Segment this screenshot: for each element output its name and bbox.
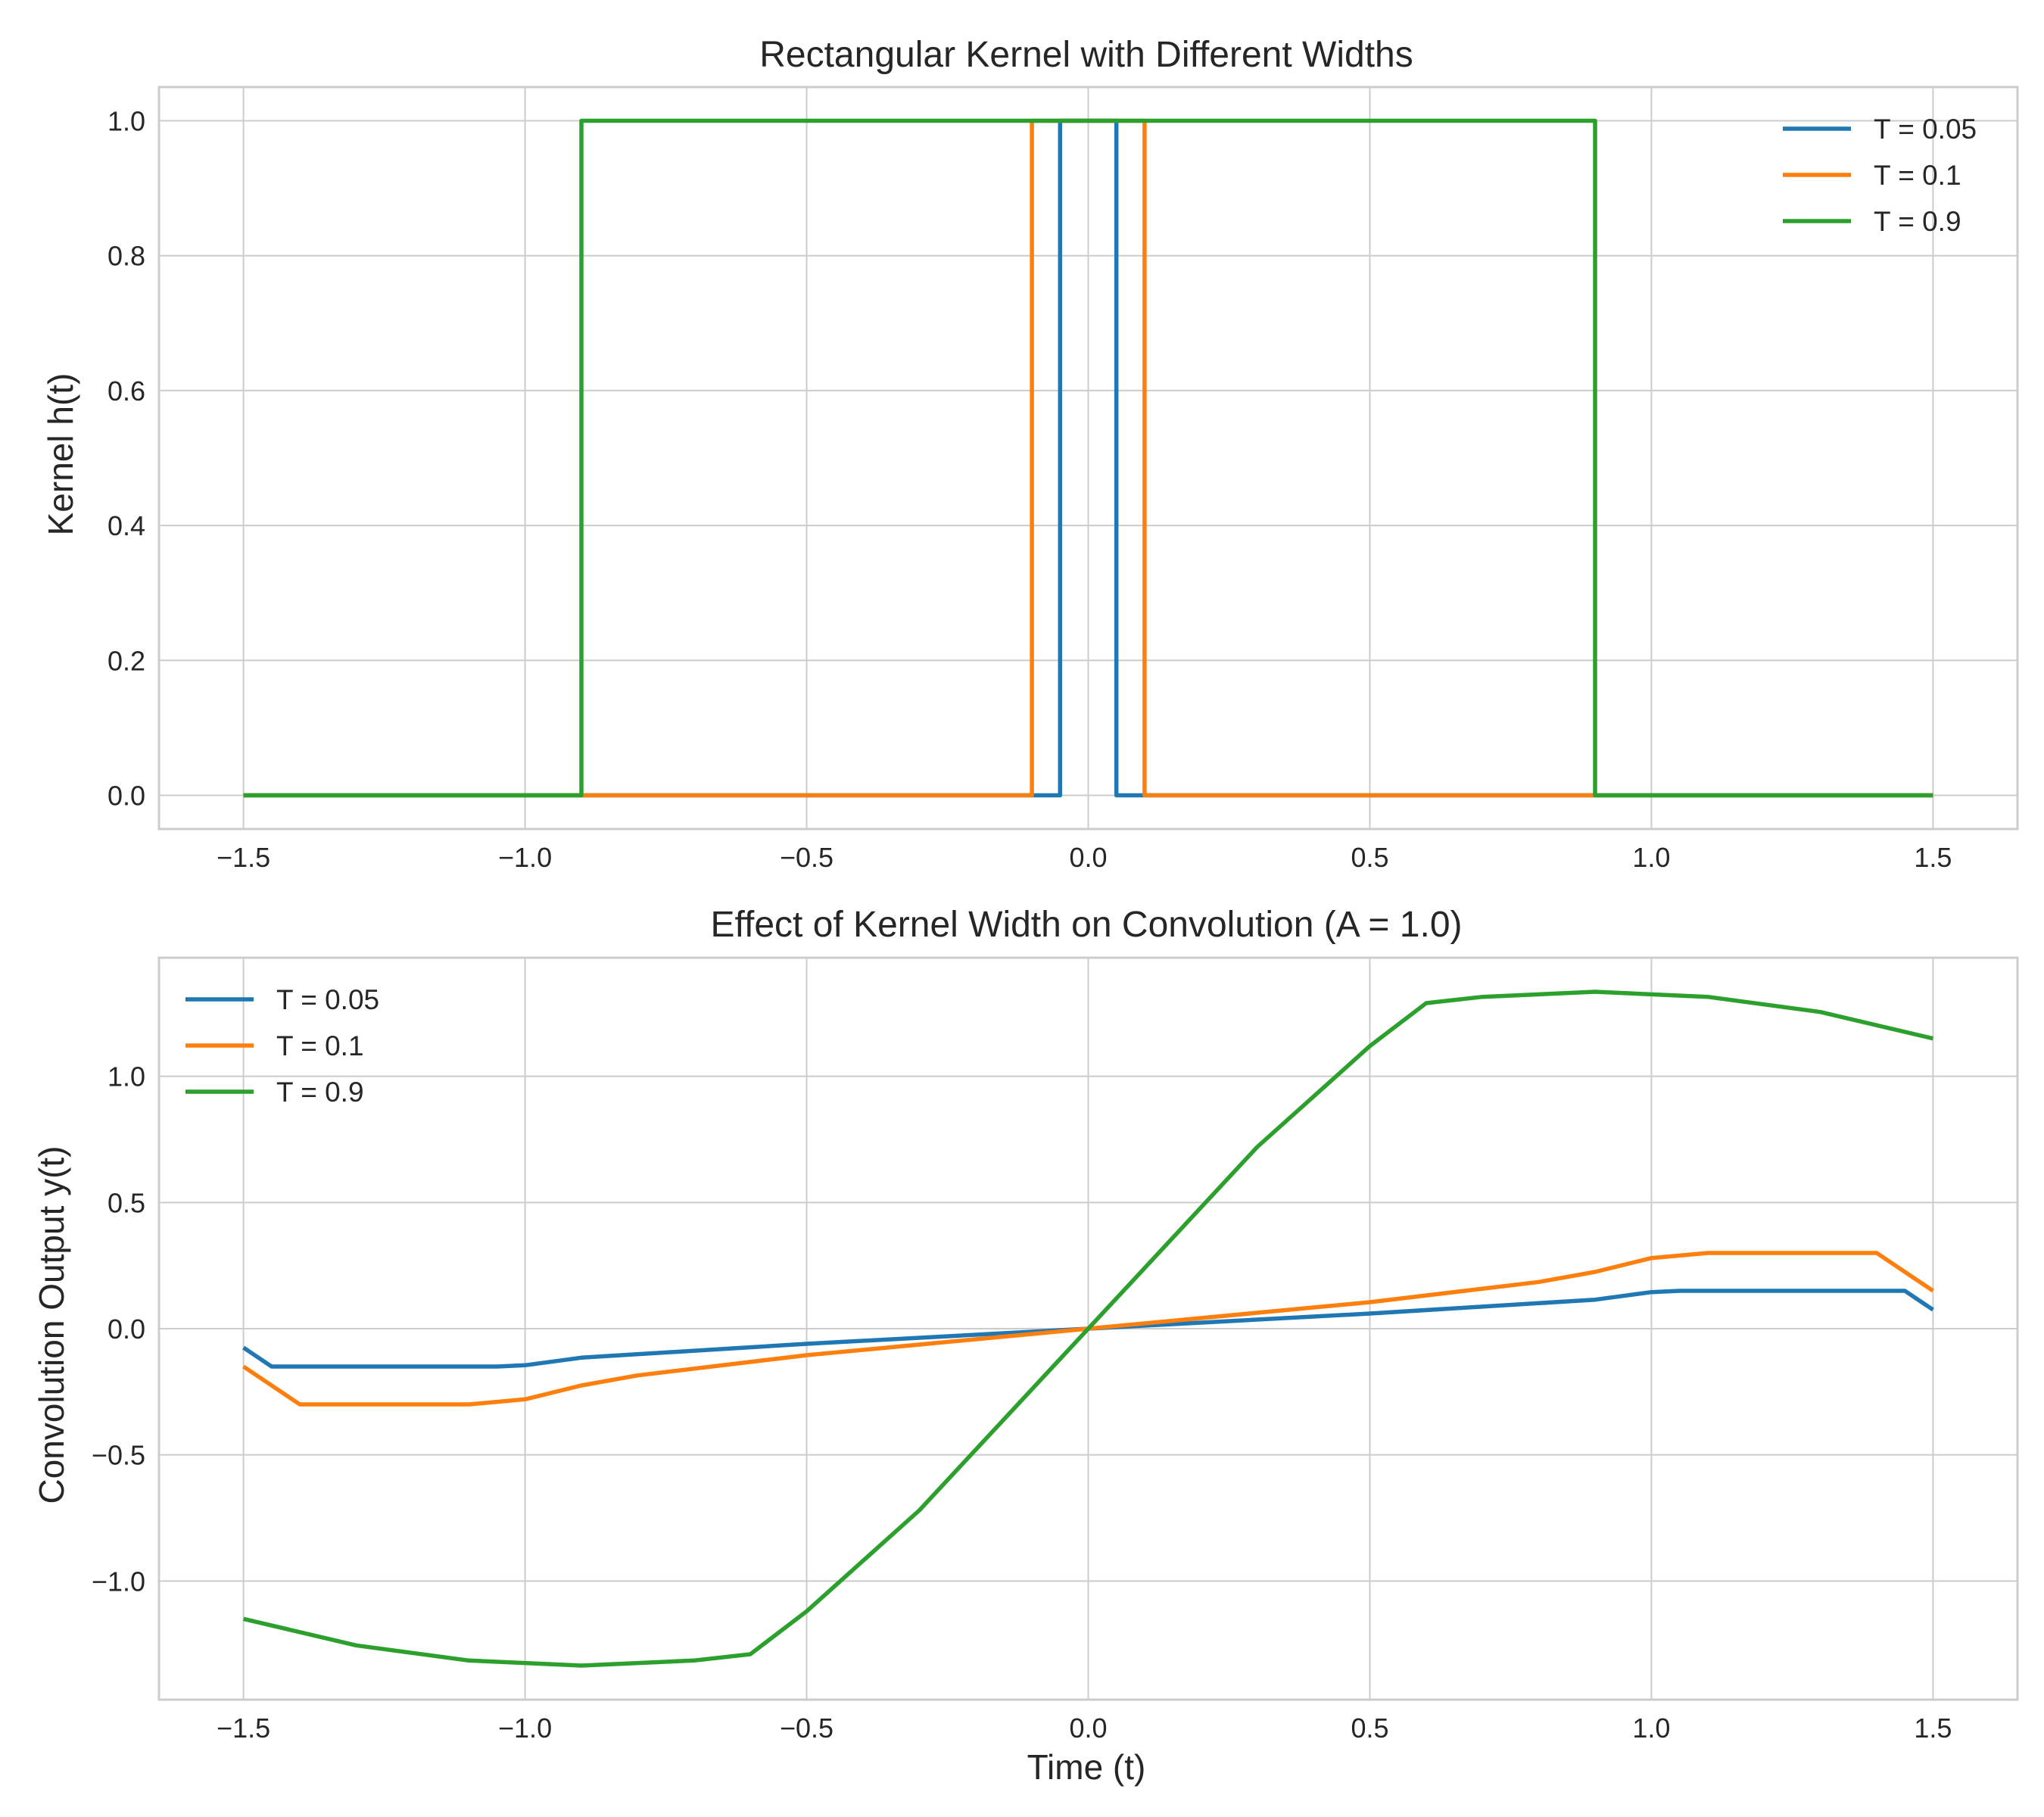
y-axis-label: Kernel h(t) [41, 373, 80, 536]
x-tick-label: 1.0 [1632, 842, 1670, 873]
x-tick-label: 0.0 [1069, 1713, 1107, 1744]
chart-title: Effect of Kernel Width on Convolution (A… [711, 905, 1463, 945]
y-tick-label: 0.4 [107, 510, 145, 541]
legend: T = 0.05 T = 0.1 T = 0.9 [185, 984, 379, 1108]
x-tick-label: 0.5 [1351, 842, 1388, 873]
x-tick-label: −1.5 [217, 1713, 270, 1744]
series-line-2 [242, 990, 1934, 1668]
x-tick-label: 1.5 [1914, 1713, 1952, 1744]
convolution-chart: Effect of Kernel Width on Convolution (A… [32, 905, 2019, 1787]
legend-label: T = 0.9 [276, 1077, 364, 1108]
x-axis-label: Time (t) [1027, 1747, 1146, 1787]
x-tick-label: 1.5 [1914, 842, 1952, 873]
legend-label: T = 0.1 [1874, 160, 1961, 191]
legend-label: T = 0.9 [1874, 206, 1961, 237]
tick-labels: −1.5 −1.0 −0.5 0.0 0.5 1.0 1.5 −1.0 −0.5 0.0 0.5 1.… [92, 1061, 1952, 1744]
y-tick-label: −1.0 [92, 1566, 145, 1597]
y-tick-label: 1.0 [107, 106, 145, 137]
plot-lines [242, 990, 1934, 1668]
legend-label: T = 0.1 [276, 1030, 364, 1061]
y-tick-label: 0.5 [107, 1187, 145, 1218]
kernel-chart: Rectangular Kernel with Different Widths… [41, 35, 2019, 873]
y-tick-label: 0.8 [107, 241, 145, 272]
y-tick-label: 1.0 [107, 1061, 145, 1092]
legend: T = 0.05 T = 0.1 T = 0.9 [1783, 114, 1977, 237]
legend-label: T = 0.05 [276, 984, 379, 1015]
legend-label: T = 0.05 [1874, 114, 1977, 145]
y-tick-label: −0.5 [92, 1440, 145, 1471]
y-tick-label: 0.2 [107, 645, 145, 676]
y-tick-label: 0.0 [107, 1314, 145, 1345]
tick-labels: −1.5 −1.0 −0.5 0.0 0.5 1.0 1.5 0.0 0.2 0.4 0.6 0.8 1… [107, 106, 1952, 873]
y-tick-label: 0.6 [107, 376, 145, 407]
x-tick-label: 1.0 [1632, 1713, 1670, 1744]
x-tick-label: −1.0 [498, 1713, 552, 1744]
axes-frame [157, 956, 2019, 1701]
axes-frame [157, 86, 2019, 831]
plot-lines [243, 118, 1933, 798]
series-line-2 [243, 118, 1933, 798]
chart-title: Rectangular Kernel with Different Widths [759, 35, 1413, 75]
x-tick-label: −0.5 [780, 842, 833, 873]
x-tick-label: −1.5 [217, 842, 270, 873]
x-tick-label: −1.0 [498, 842, 552, 873]
x-tick-label: 0.5 [1351, 1713, 1388, 1744]
x-tick-label: −0.5 [780, 1713, 833, 1744]
x-tick-label: 0.0 [1069, 842, 1107, 873]
y-axis-label: Convolution Output y(t) [32, 1145, 71, 1504]
y-tick-label: 0.0 [107, 780, 145, 811]
